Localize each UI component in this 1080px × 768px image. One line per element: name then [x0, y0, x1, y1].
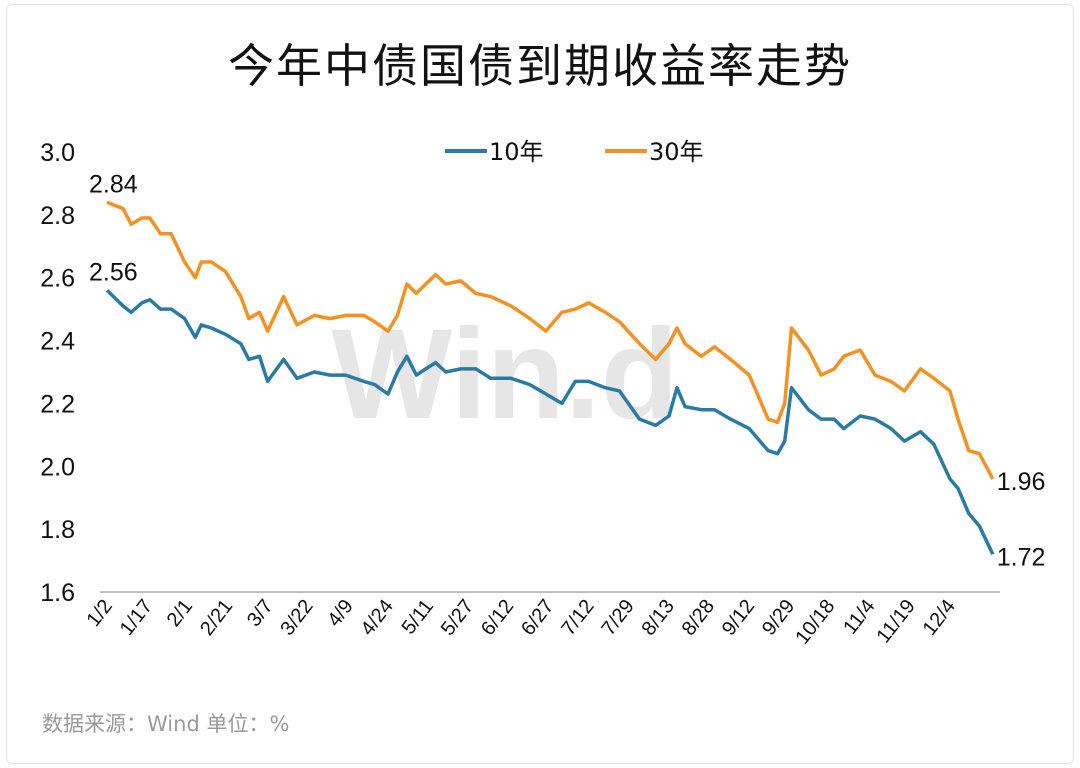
y-tick-label: 1.6 — [40, 579, 75, 607]
y-tick-label: 2.8 — [40, 202, 75, 230]
x-tick-label: 5/27 — [437, 596, 478, 640]
y-tick-label: 2.0 — [40, 453, 75, 481]
x-tick-label: 2/21 — [196, 596, 237, 640]
x-tick-label: 1/2 — [82, 596, 116, 631]
x-tick-label: 4/9 — [323, 596, 357, 631]
chart-title: 今年中债国债到期收益率走势 — [228, 39, 852, 93]
watermark: Win.d — [331, 303, 678, 446]
x-tick-label: 7/29 — [597, 596, 638, 640]
legend-label: 30年 — [649, 138, 704, 166]
x-tick-label: 5/11 — [398, 596, 438, 639]
x-tick-label: 11/19 — [872, 596, 919, 648]
x-tick-label: 7/12 — [557, 596, 598, 640]
data-label-last: 1.96 — [997, 468, 1046, 496]
x-tick-label: 3/7 — [243, 596, 277, 631]
x-tick-label: 3/22 — [276, 596, 317, 640]
x-tick-label: 8/13 — [638, 596, 679, 640]
data-label-first: 2.56 — [89, 258, 138, 286]
y-tick-label: 2.6 — [40, 265, 75, 293]
x-tick-label: 6/27 — [517, 596, 558, 640]
series-line-10y — [105, 289, 995, 556]
x-tick-label: 12/4 — [919, 596, 960, 640]
x-tick-label: 2/1 — [163, 596, 197, 631]
data-label-last: 1.72 — [997, 543, 1046, 571]
y-tick-label: 2.4 — [40, 328, 75, 356]
series-line-30y — [106, 200, 995, 480]
y-tick-label: 2.2 — [40, 390, 75, 418]
legend-label: 10年 — [489, 138, 544, 166]
x-tick-label: 4/24 — [357, 596, 398, 640]
source-note: 数据来源：Wind 单位：% — [42, 712, 290, 736]
y-tick-label: 1.8 — [40, 516, 75, 544]
x-tick-label: 1/17 — [116, 596, 157, 640]
x-tick-label: 9/12 — [718, 596, 759, 640]
x-tick-label: 6/12 — [477, 596, 518, 640]
data-label-first: 2.84 — [89, 170, 138, 198]
x-tick-label: 8/28 — [678, 596, 719, 640]
y-tick-label: 3.0 — [40, 139, 75, 167]
x-tick-label: 10/18 — [791, 596, 839, 649]
